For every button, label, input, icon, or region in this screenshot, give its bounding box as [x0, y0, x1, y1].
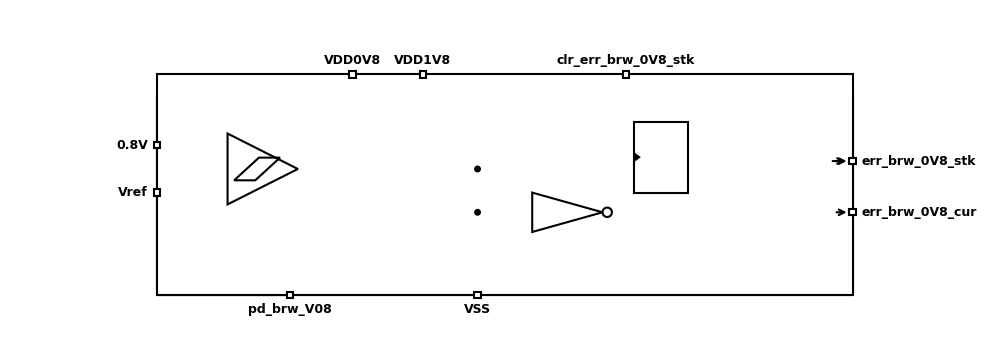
Text: VSS: VSS — [464, 303, 491, 316]
Bar — [350, 71, 356, 78]
Bar — [850, 209, 856, 216]
Circle shape — [475, 166, 480, 172]
Text: err_brw_0V8_stk: err_brw_0V8_stk — [862, 155, 977, 168]
Text: clr_err_brw_0V8_stk: clr_err_brw_0V8_stk — [556, 54, 696, 67]
Bar — [475, 292, 481, 298]
Text: Vref: Vref — [118, 186, 148, 199]
Polygon shape — [634, 153, 640, 162]
Text: pd_brw_V08: pd_brw_V08 — [248, 303, 332, 316]
Bar — [287, 292, 293, 298]
Bar — [154, 142, 160, 149]
Circle shape — [475, 209, 480, 215]
Bar — [634, 122, 688, 193]
Text: 0.8V: 0.8V — [116, 139, 148, 152]
Bar — [157, 74, 853, 295]
Text: err_brw_0V8_cur: err_brw_0V8_cur — [862, 206, 978, 219]
Bar — [623, 71, 629, 78]
Bar — [154, 189, 160, 196]
Bar — [419, 71, 426, 78]
Text: VDD1V8: VDD1V8 — [394, 54, 452, 67]
Bar — [850, 158, 856, 164]
Text: VDD0V8: VDD0V8 — [324, 54, 381, 67]
